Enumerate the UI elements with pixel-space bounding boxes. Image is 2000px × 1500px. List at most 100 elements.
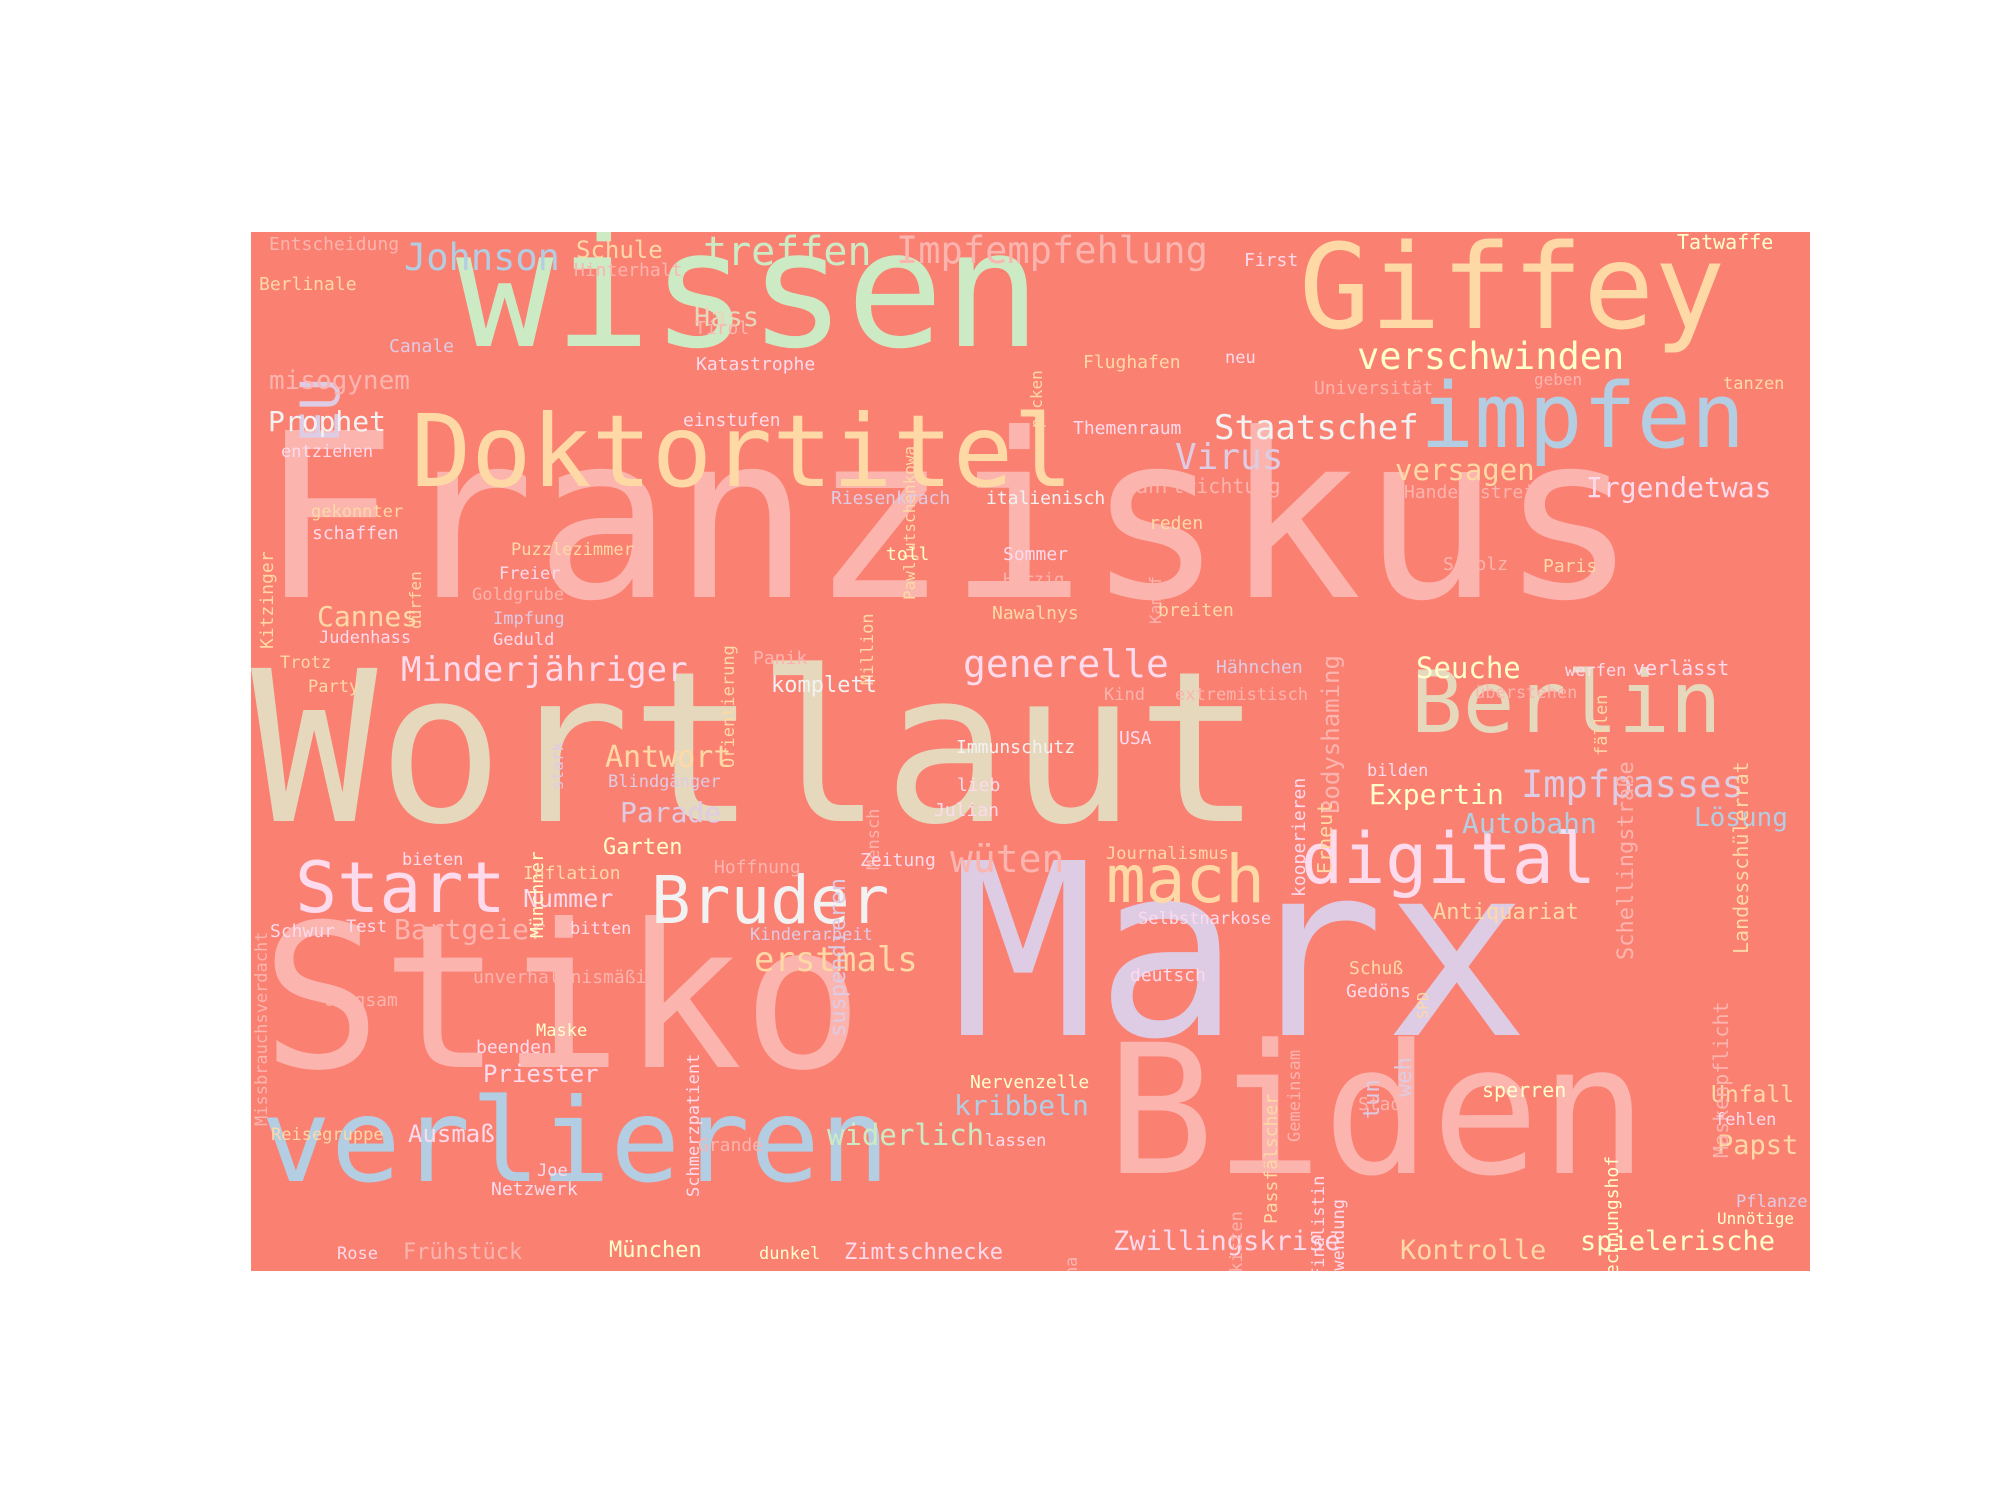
word-impfung: Impfung (493, 609, 565, 629)
word-judenhass: Judenhass (319, 628, 412, 648)
word-treffen: treffen (703, 232, 872, 275)
word-lieb: lieb (957, 775, 1001, 796)
word-unnotige: Unnötige (1717, 1209, 1795, 1228)
word-netzwerk: Netzwerk (491, 1179, 578, 1200)
word-werfen: werfen (1565, 661, 1627, 681)
word-ausmass: Ausmaß (408, 1120, 495, 1148)
word-dunkel: dunkel (759, 1244, 821, 1264)
word-entziehen: entziehen (281, 442, 374, 462)
word-erneut: Erneut (1313, 801, 1337, 874)
word-panik: Panik (753, 648, 808, 669)
word-flughafen: Flughafen (1083, 352, 1181, 373)
word-deutsch: deutsch (1130, 965, 1206, 986)
word-puzzlezimmer: Puzzlezimmer (511, 540, 634, 560)
word-fehlen: fehlen (1715, 1110, 1777, 1130)
word-inflation: Inflation (523, 863, 621, 884)
word-unverhaltnismassig: unverhältnismäßig (473, 967, 658, 988)
word-gedons: Gedöns (1346, 981, 1412, 1002)
word-bieten: bieten (402, 850, 464, 870)
word-tirol: Tirol (695, 318, 750, 339)
word-widerlich: widerlich (827, 1118, 985, 1152)
word-misogynem: misogynem (269, 366, 410, 396)
word-verschwinden: verschwinden (1357, 335, 1625, 378)
word-bilden: bilden (1367, 761, 1429, 781)
word-geldverschwendung: Geldverschwendung (1329, 1199, 1349, 1271)
word-stadt: Stadt (1358, 1094, 1413, 1115)
word-herzig: Herzig (1003, 570, 1065, 590)
word-reden: reden (1149, 513, 1204, 534)
word-gekonnter: gekonnter (311, 502, 404, 522)
word-suspendieren: suspendieren (826, 878, 851, 1037)
word-schaffen: schaffen (312, 523, 399, 544)
word-nawalnys: Nawalnys (992, 603, 1079, 624)
word-reisegruppe: Reisegruppe (271, 1125, 384, 1145)
word-schule: Schule (576, 236, 663, 264)
word-stark: stark (548, 741, 567, 790)
word-papst: Papst (1717, 1130, 1799, 1161)
word-impfpasses: Impfpasses (1521, 763, 1744, 806)
word-kinderarbeit: Kinderarbeit (750, 925, 873, 945)
word-unfall: Unfall (1711, 1082, 1795, 1108)
word-priester: Priester (483, 1060, 599, 1088)
word-wuten: wüten (950, 837, 1065, 881)
word-lassen: lassen (985, 1131, 1047, 1151)
word-cannes: Cannes (317, 600, 419, 633)
word-fahrtrichtung: Fahrtrichtung (1124, 474, 1281, 498)
word-passfalscher: Passfälscher (1261, 1093, 1282, 1224)
word-komplett: komplett (771, 673, 877, 698)
word-beenden: beenden (476, 1037, 552, 1058)
word-cloud: Franziskus Wortlaut wissen Marx Stiko Biden ve… (251, 232, 1810, 1271)
word-schmerzpatient: Schmerzpatient (684, 1053, 704, 1197)
word-geduld: Geduld (493, 630, 555, 650)
word-first: First (1244, 250, 1299, 271)
word-erstmals: erstmals (754, 940, 918, 980)
word-bodyshaming: Bodyshaming (1317, 655, 1345, 814)
word-berlinale: Berlinale (259, 274, 357, 295)
word-pflanze: Pflanze (1736, 1192, 1808, 1212)
word-umzugskisten: Umzugskisten (1227, 1211, 1247, 1271)
word-munchen: München (609, 1238, 702, 1263)
word-selbstnarkose: Selbstnarkose (1138, 909, 1272, 929)
word-giffey: Giffey (1299, 232, 1726, 356)
word-impfen: impfen (1420, 364, 1746, 469)
word-seuche: Seuche (1416, 651, 1521, 685)
word-verlieren: verlieren (261, 1074, 890, 1209)
word-virus: Virus (1175, 437, 1284, 478)
word-canale: Canale (389, 336, 455, 357)
word-usa: USA (1119, 728, 1152, 749)
word-schellingstrasse: Schellingstraße (1614, 761, 1639, 960)
word-prophet: Prophet (268, 405, 387, 438)
word-landesschulerrat: Landesschülerrat (1729, 761, 1753, 954)
word-immunschutz: Immunschutz (956, 737, 1076, 758)
word-nervenzelle: Nervenzelle (970, 1072, 1090, 1093)
word-wissen: wissen (456, 232, 1042, 385)
word-digital: digital (1301, 818, 1597, 900)
word-hass: Hass (694, 302, 760, 333)
word-journalismus: Journalismus (1106, 844, 1229, 864)
word-neu: neu (1225, 348, 1256, 368)
word-stiko: Stiko (261, 882, 864, 1115)
word-berlin: Berlin (1411, 653, 1722, 753)
word-impfempfehlung: Impfempfehlung (896, 232, 1208, 272)
word-joe: Joe (537, 1161, 568, 1181)
word-biden: Biden (1106, 1007, 1648, 1216)
word-breiten: breiten (1158, 600, 1234, 621)
word-einstufen: einstufen (683, 410, 781, 431)
word-rose: Rose (337, 1244, 378, 1264)
word-zimtschnecke: Zimtschnecke (844, 1240, 1003, 1265)
word-kind: Kind (1104, 685, 1145, 705)
word-garten: Garten (603, 835, 683, 860)
word-sommer: Sommer (1003, 544, 1069, 565)
word-nummer: Nummer (523, 884, 614, 913)
word-spielerische: spielerische (1580, 1226, 1776, 1257)
word-bartgeier: Bartgeier (394, 913, 546, 946)
word-hinterhalt: Hinterhalt (574, 260, 683, 281)
word-julian: Julian (934, 800, 1000, 821)
word-kooperieren: kooperieren (1289, 777, 1310, 897)
word-pawljutschenkowa: Pawljutschenkowa (900, 445, 919, 600)
word-irgendetwas: Irgendetwas (1586, 471, 1772, 504)
word-orientierung: Orientierung (719, 645, 739, 768)
word-tatwaffe: Tatwaffe (1677, 232, 1774, 254)
word-corona: Corona (1062, 1257, 1082, 1271)
word-test: Test (346, 917, 387, 937)
